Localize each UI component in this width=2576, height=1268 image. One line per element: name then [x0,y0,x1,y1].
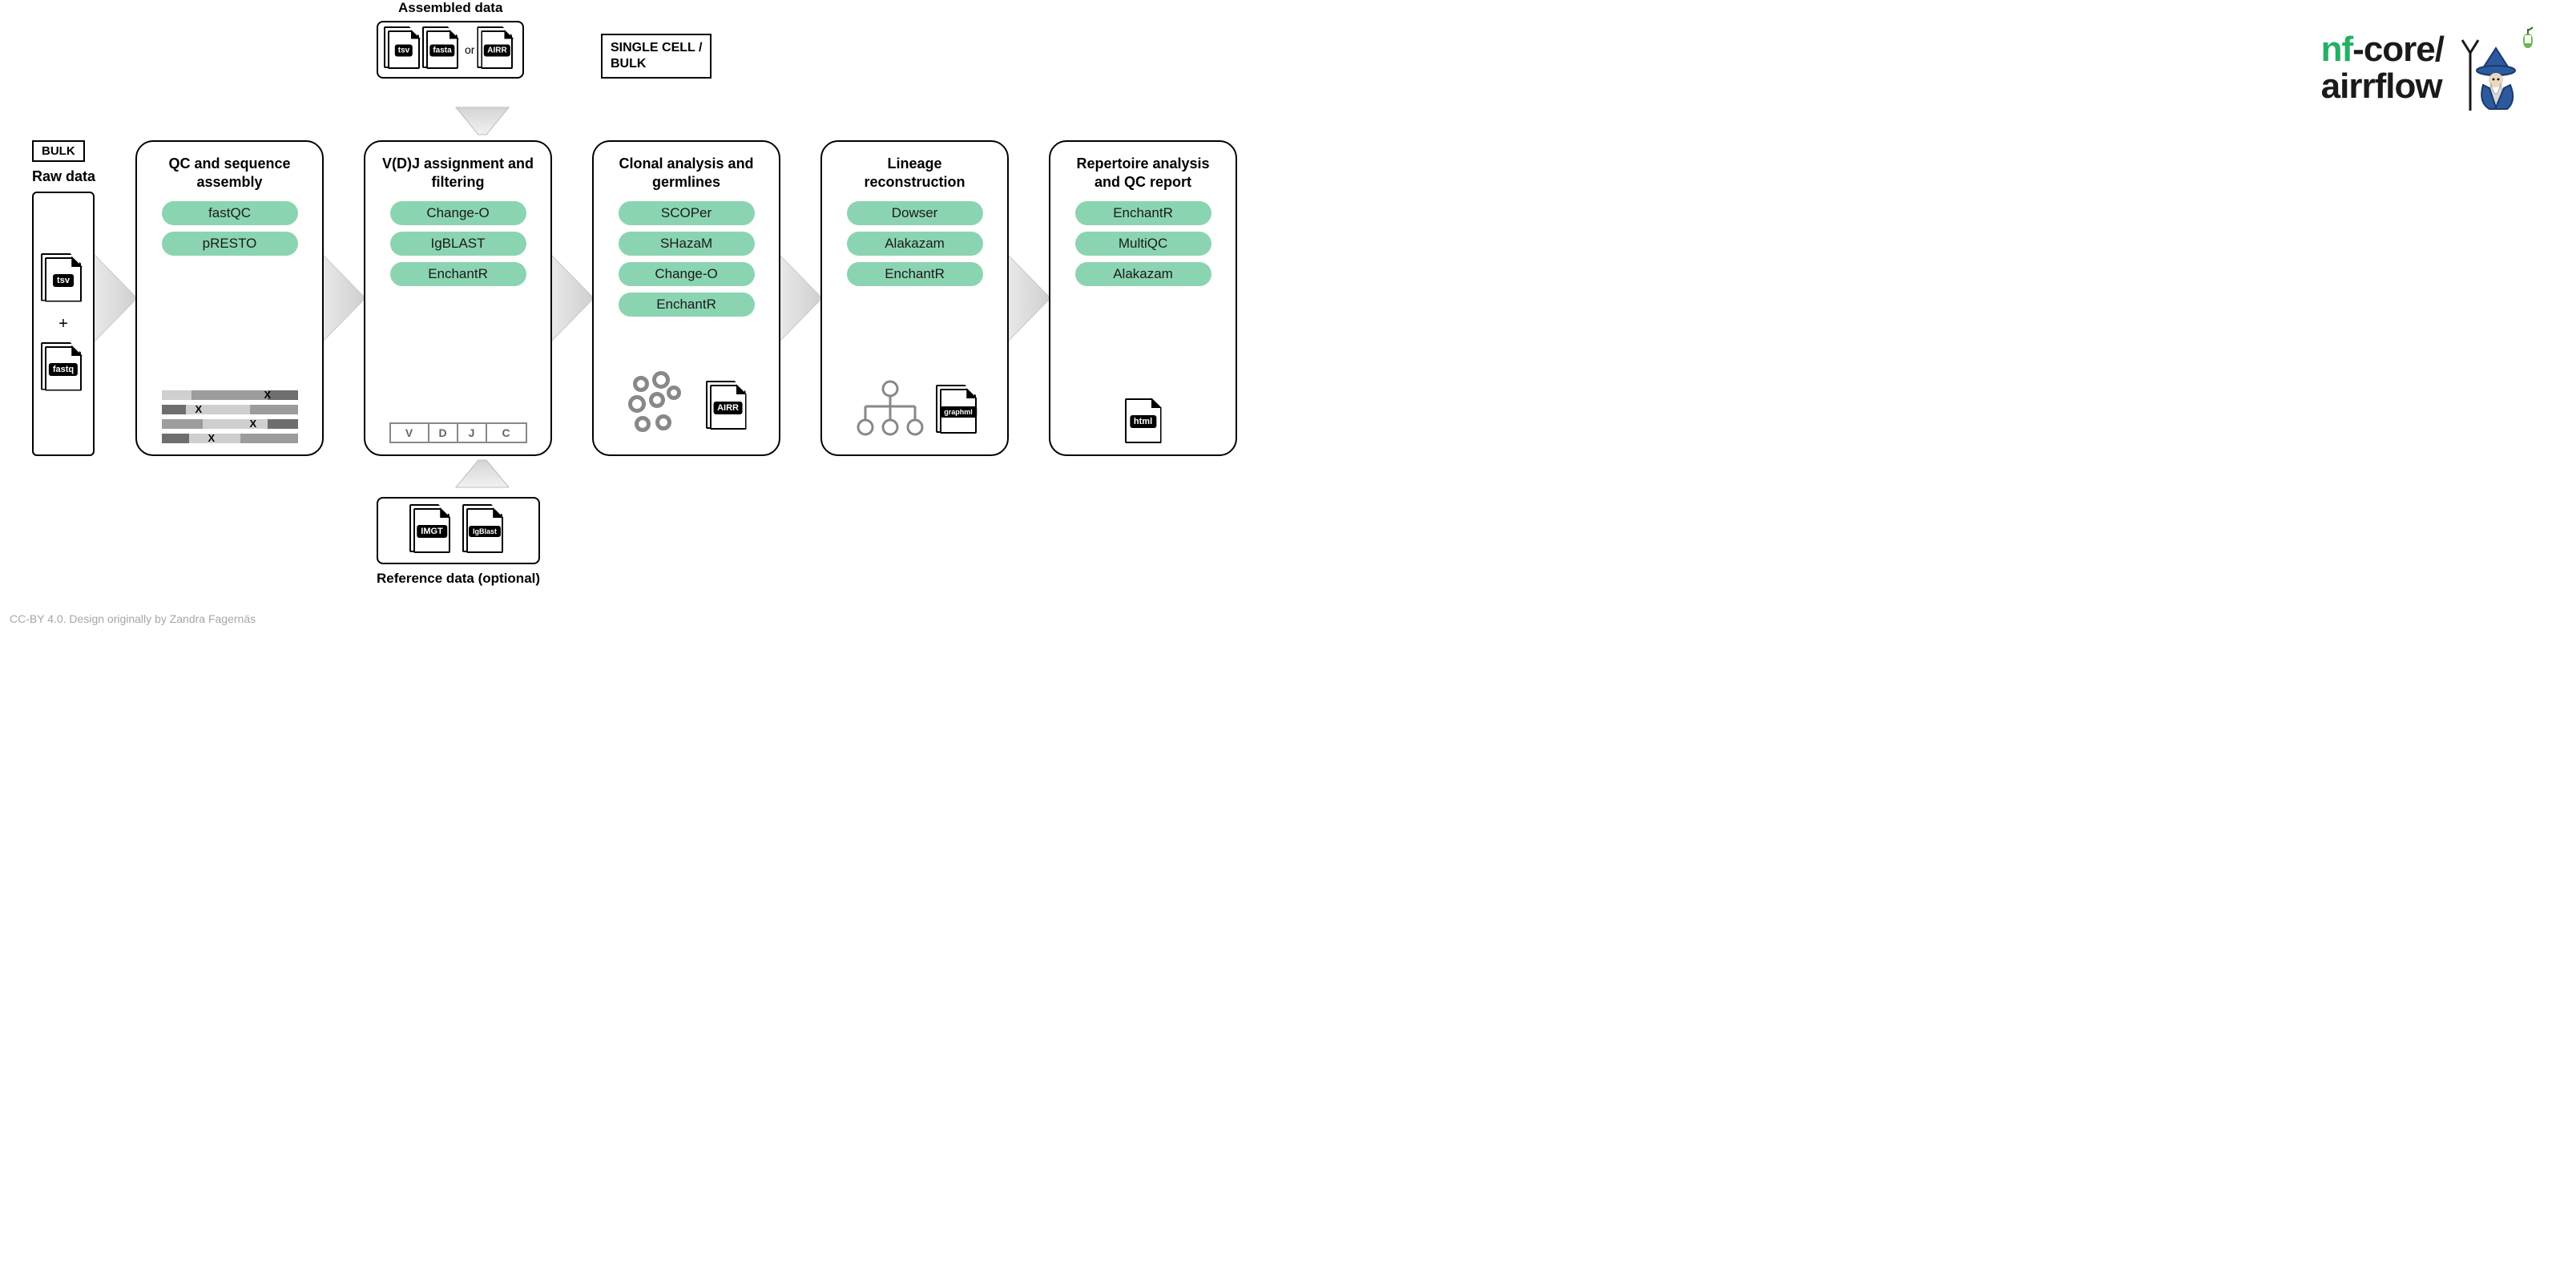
airr-file-icon: AIRR [710,385,747,430]
credit-text: CC-BY 4.0. Design originally by Zandra F… [10,612,256,625]
d-box: D [429,424,458,442]
reference-block: IMGT IgBlast Reference data (optional) [377,497,540,587]
logo-core: -core/ [2352,30,2444,69]
plus-icon: + [58,315,68,333]
arrow-icon [1004,246,1054,350]
logo: nf-core/ airrflow [2321,24,2544,112]
fasta-file-icon: fasta [426,30,458,69]
tool-pill: EnchantR [1075,201,1211,225]
wizard-icon [2456,24,2544,112]
html-file-icon: html [1125,398,1162,443]
tool-pill: Alakazam [847,232,983,256]
tool-pill: SCOPer [619,201,755,225]
reference-box: IMGT IgBlast [377,497,540,564]
stage-title: QC and sequence assembly [150,155,309,192]
lineage-graphic: graphml [835,371,994,443]
stage-title: Clonal analysis and germlines [607,155,766,192]
j-box: J [458,424,487,442]
stage-vdj: V(D)J assignment and filtering Change-O … [364,140,552,456]
c-box: C [487,424,526,442]
stage-lineage: Lineage reconstruction Dowser Alakazam E… [820,140,1009,456]
tool-pill: SHazaM [619,232,755,256]
clonal-graphic: AIRR [607,363,766,443]
tool-pill: Alakazam [1075,262,1211,286]
rings-icon [627,371,699,443]
tool-pill: Change-O [619,262,755,286]
mode-box: SINGLE CELL / BULK [601,34,712,79]
stage-clonal: Clonal analysis and germlines SCOPer SHa… [592,140,780,456]
raw-title: Raw data [32,168,95,185]
airr-file-icon: AIRR [481,30,513,69]
tool-pill: fastQC [162,201,298,225]
tree-icon [853,379,929,443]
stage-qc: QC and sequence assembly fastQC pRESTO X… [135,140,324,456]
fastq-file-icon: fastq [45,346,82,391]
stage-title: V(D)J assignment and filtering [378,155,538,192]
mode-line1: SINGLE CELL / [611,40,702,56]
report-graphic: html [1063,390,1223,443]
stage-report: Repertoire analysis and QC report Enchan… [1049,140,1237,456]
igblast-file-icon: IgBlast [466,508,503,553]
stage-title: Lineage reconstruction [835,155,994,192]
logo-airrflow: airrflow [2321,68,2444,105]
reads-graphic: XXXX [150,382,309,443]
assembled-title: Assembled data [377,0,524,16]
logo-nf: nf [2321,30,2353,69]
bulk-tag: BULK [32,140,85,162]
tsv-file-icon: tsv [388,30,420,69]
reference-title: Reference data (optional) [377,571,540,587]
arrow-icon [547,246,597,350]
tool-pill: EnchantR [847,262,983,286]
stage-title: Repertoire analysis and QC report [1063,155,1223,192]
graphml-file-icon: graphml [940,389,977,434]
v-box: V [391,424,429,442]
tool-pill: EnchantR [390,262,526,286]
vdjc-graphic: V D J C [378,414,538,443]
funnel-up-icon [454,458,510,493]
imgt-file-icon: IMGT [413,508,450,553]
tool-pill: MultiQC [1075,232,1211,256]
tsv-file-icon: tsv [45,257,82,302]
arrow-icon [319,246,369,350]
raw-box: tsv + fastq [32,192,95,456]
logo-text: nf-core/ airrflow [2321,31,2444,105]
tool-pill: EnchantR [619,293,755,317]
or-text: or [465,43,474,56]
arrow-icon [776,246,825,350]
mode-line2: BULK [611,56,702,72]
tool-pill: Change-O [390,201,526,225]
funnel-down-icon [454,106,510,140]
assembled-box: tsv fasta or AIRR [377,21,524,79]
tool-pill: IgBLAST [390,232,526,256]
assembled-data-block: Assembled data tsv fasta or AIRR [377,0,524,79]
tool-pill: Dowser [847,201,983,225]
raw-data-column: BULK Raw data tsv + fastq [32,140,95,456]
pipeline-row: BULK Raw data tsv + fastq QC and sequenc… [32,140,2544,456]
arrow-icon [91,246,140,350]
tool-pill: pRESTO [162,232,298,256]
